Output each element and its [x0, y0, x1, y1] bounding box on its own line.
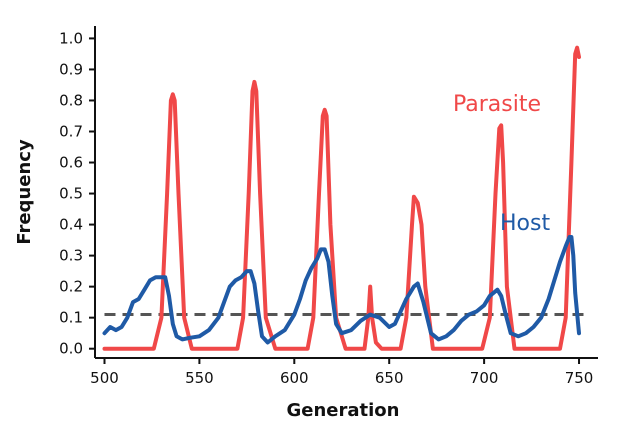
x-tick-label: 750: [565, 369, 594, 387]
x-tick-label: 500: [90, 369, 119, 387]
y-tick-label: 0.9: [59, 60, 83, 78]
plot-area: [102, 45, 589, 351]
x-tick-label: 700: [470, 369, 499, 387]
y-tick-label: 0.0: [59, 340, 83, 358]
y-tick-label: 0.1: [59, 309, 83, 327]
y-tick-label: 0.6: [59, 154, 83, 172]
y-tick-label: 0.8: [59, 91, 83, 109]
host-series-label: Host: [500, 211, 550, 236]
host-series-line: [102, 235, 581, 345]
parasite-series-line: [102, 45, 581, 351]
x-axis-title: Generation: [287, 400, 400, 421]
y-ticks: 0.0 0.1 0.2 0.3 0.4 0.5 0.6 0.7 0.8 0.9 1.0: [59, 29, 95, 358]
y-axis-title: Frequency: [14, 139, 35, 245]
x-axis: 500 550 600 650 700 750: [90, 357, 598, 387]
y-tick-label: 0.4: [59, 216, 83, 234]
x-ticks: 500 550 600 650 700 750: [90, 358, 593, 387]
x-tick-label: 650: [375, 369, 404, 387]
y-tick-label: 0.2: [59, 278, 83, 296]
x-tick-label: 550: [185, 369, 214, 387]
parasite-series-label: Parasite: [453, 92, 541, 117]
y-tick-label: 0.3: [59, 247, 83, 265]
y-tick-label: 0.7: [59, 122, 83, 140]
x-tick-label: 600: [280, 369, 309, 387]
y-axis: 0.0 0.1 0.2 0.3 0.4 0.5 0.6 0.7 0.8 0.9 1.0: [59, 26, 96, 358]
y-tick-label: 0.5: [59, 185, 83, 203]
y-tick-label: 1.0: [59, 29, 83, 47]
